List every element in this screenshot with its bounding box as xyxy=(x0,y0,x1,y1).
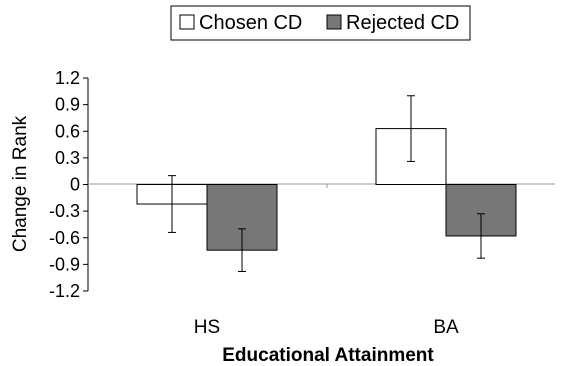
y-axis-title: Change in Rank xyxy=(10,115,31,252)
legend-frame xyxy=(170,5,471,41)
y-tick-label: 0.9 xyxy=(55,95,80,115)
legend-swatch-rejected-cd xyxy=(326,14,342,30)
category-label-hs: HS xyxy=(194,317,220,338)
y-tick-label: 0 xyxy=(70,175,80,195)
y-tick-label: 0.6 xyxy=(55,121,80,141)
legend-swatch-chosen-cd xyxy=(179,14,195,30)
legend: Chosen CD Rejected CD xyxy=(170,5,471,41)
y-tick-label: -0.6 xyxy=(49,228,80,248)
y-tick-label: 0.3 xyxy=(55,148,80,168)
error-bar xyxy=(477,213,485,259)
error-bars xyxy=(168,95,485,272)
x-axis-title: Educational Attainment xyxy=(222,345,434,366)
y-tick-label: -1.2 xyxy=(49,281,80,301)
bars xyxy=(136,128,517,251)
error-bar xyxy=(168,175,176,233)
error-bar xyxy=(238,228,246,272)
y-tick-label: -0.3 xyxy=(49,201,80,221)
y-tick-label: 1.2 xyxy=(55,68,80,88)
category-label-ba: BA xyxy=(433,317,459,338)
y-axis-ticks: 1.2 0.9 0.6 0.3 0 -0.3 -0.6 -0.9 -1.2 xyxy=(49,68,88,301)
y-tick-label: -0.9 xyxy=(49,254,80,274)
legend-label-chosen-cd: Chosen CD xyxy=(199,12,302,34)
legend-label-rejected-cd: Rejected CD xyxy=(346,12,459,34)
error-bar xyxy=(407,95,415,162)
